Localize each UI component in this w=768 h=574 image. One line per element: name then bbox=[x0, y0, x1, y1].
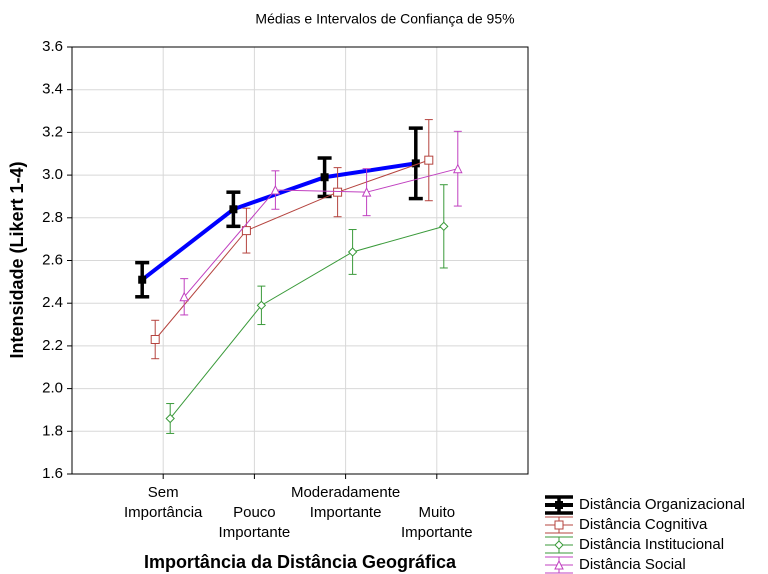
marker bbox=[229, 205, 238, 214]
y-tick-label: 1.6 bbox=[42, 465, 63, 482]
marker bbox=[241, 226, 251, 236]
y-tick-label: 2.2 bbox=[42, 337, 63, 354]
x-tick-label: Muito Importante bbox=[400, 504, 473, 541]
marker bbox=[179, 291, 190, 302]
marker bbox=[411, 159, 420, 168]
legend-marker bbox=[555, 501, 563, 509]
y-tick-label: 2.0 bbox=[42, 380, 63, 397]
y-tick-label: 3.6 bbox=[42, 38, 63, 55]
x-tick-label: Moderadamente Importante bbox=[290, 484, 401, 521]
marker bbox=[347, 247, 358, 257]
y-tick-label: 3.0 bbox=[42, 166, 63, 183]
legend-marker bbox=[554, 540, 564, 550]
y-tick-label: 3.2 bbox=[42, 123, 63, 140]
series-line bbox=[140, 161, 417, 282]
series-line bbox=[183, 168, 458, 298]
y-axis-label: Intensidade (Likert 1-4) bbox=[7, 161, 27, 358]
legend-label: Distância Cognitiva bbox=[579, 516, 708, 533]
legend-label: Distância Institucional bbox=[579, 536, 724, 553]
marker bbox=[361, 187, 372, 197]
x-tick-label: Pouco Importante bbox=[218, 504, 291, 541]
x-tick-label: Sem Importância bbox=[124, 484, 203, 521]
y-tick-label: 2.8 bbox=[42, 209, 63, 226]
marker bbox=[439, 221, 449, 232]
y-tick-label: 3.4 bbox=[42, 81, 63, 98]
marker bbox=[452, 163, 463, 174]
marker bbox=[138, 275, 147, 284]
legend-label: Distância Social bbox=[579, 556, 686, 573]
y-tick-label: 2.4 bbox=[42, 294, 63, 311]
series-line bbox=[169, 225, 444, 419]
marker bbox=[320, 173, 329, 182]
y-tick-label: 2.6 bbox=[42, 251, 63, 268]
y-tick-label: 1.8 bbox=[42, 422, 63, 439]
x-axis-label: Importância da Distância Geográfica bbox=[144, 552, 457, 572]
legend-marker bbox=[554, 559, 564, 570]
legend-marker bbox=[554, 520, 564, 530]
plot-frame bbox=[71, 46, 529, 475]
marker bbox=[270, 184, 281, 195]
marker bbox=[333, 187, 343, 197]
marker bbox=[150, 334, 160, 344]
chart-title: Médias e Intervalos de Confiança de 95% bbox=[255, 11, 514, 27]
marker bbox=[256, 300, 267, 311]
series-line bbox=[154, 159, 429, 340]
marker bbox=[424, 155, 434, 165]
marker bbox=[165, 413, 175, 424]
legend-label: Distância Organizacional bbox=[579, 496, 745, 513]
